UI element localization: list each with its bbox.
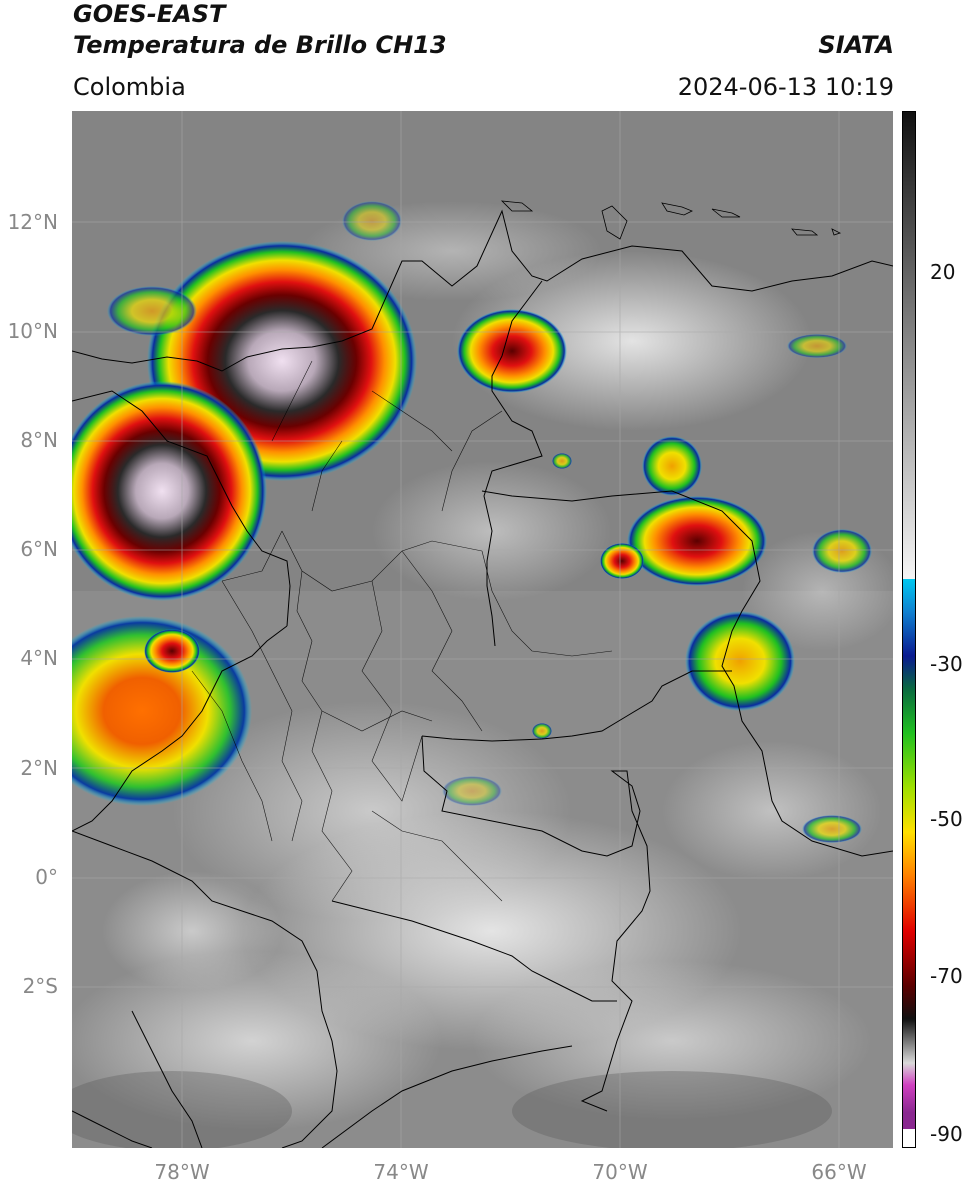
lat-label-8N: 8°N bbox=[20, 428, 58, 452]
lon-label-70W: 70°W bbox=[592, 1160, 648, 1184]
department-boundaries bbox=[191, 360, 613, 902]
borders bbox=[72, 209, 893, 1148]
lon-label-74W: 74°W bbox=[373, 1160, 429, 1184]
lat-label-0: 0° bbox=[35, 865, 58, 889]
colorbar-tick-minus50: -50 bbox=[930, 807, 963, 831]
convective-cells bbox=[72, 201, 872, 843]
lat-label-2N: 2°N bbox=[20, 756, 58, 780]
islands bbox=[500, 200, 842, 240]
lon-label-78W: 78°W bbox=[154, 1160, 210, 1184]
product-title: Temperatura de Brillo CH13 bbox=[73, 31, 447, 59]
lat-label-4N: 4°N bbox=[20, 646, 58, 670]
lat-label-10N: 10°N bbox=[7, 319, 58, 343]
satellite-title: GOES-EAST bbox=[73, 0, 226, 28]
lat-label-12N: 12°N bbox=[7, 210, 58, 234]
colorbar-tick-20: 20 bbox=[930, 260, 956, 284]
gridlines bbox=[72, 111, 893, 1148]
agency-label: SIATA bbox=[818, 31, 894, 59]
colorbar bbox=[902, 111, 921, 1148]
satellite-map[interactable] bbox=[72, 111, 893, 1148]
lon-label-66W: 66°W bbox=[811, 1160, 867, 1184]
colorbar-tick-minus30: -30 bbox=[930, 652, 963, 676]
colorbar-tick-minus90: -90 bbox=[930, 1122, 963, 1146]
lat-label-2S: 2°S bbox=[22, 974, 58, 998]
region-label: Colombia bbox=[73, 73, 186, 101]
lat-label-6N: 6°N bbox=[20, 537, 58, 561]
colorbar-tick-minus70: -70 bbox=[930, 964, 963, 988]
timestamp-label: 2024-06-13 10:19 bbox=[677, 73, 894, 101]
